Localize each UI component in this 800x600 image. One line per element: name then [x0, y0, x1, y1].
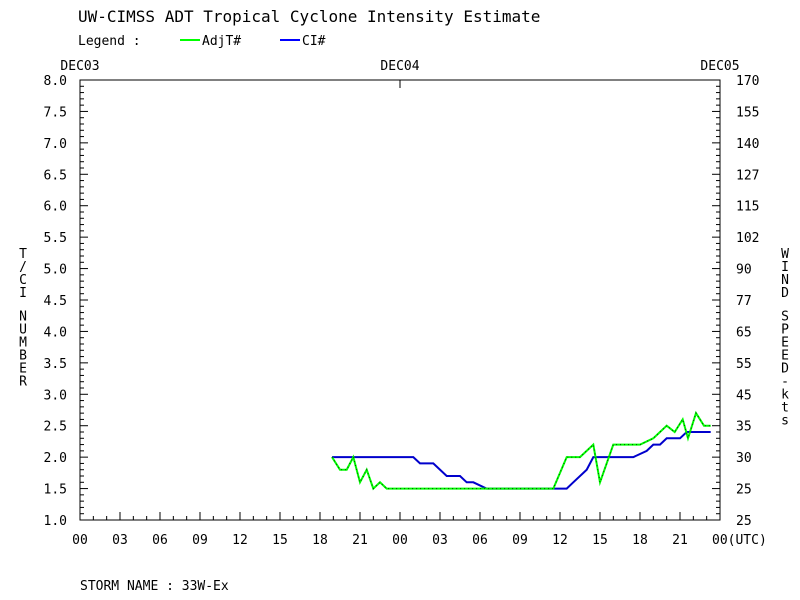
x-tick-15: 21 [672, 533, 688, 548]
y-left-tick-2: 2.0 [44, 451, 67, 466]
y-left-tick-14: 8.0 [44, 74, 67, 89]
legend-entry-0: AdjT# [202, 34, 241, 49]
x-tick-13: 15 [592, 533, 608, 548]
y-axis-right-label-char: t [781, 400, 789, 415]
y-left-tick-13: 7.5 [44, 105, 67, 120]
legend: AdjT# CI# [180, 34, 326, 49]
y-axis-right-label-char: E [781, 348, 789, 363]
y-left-tick-12: 7.0 [44, 137, 67, 152]
x-tick-12: 12 [552, 533, 568, 548]
y-right-tick-12: 140 [736, 137, 759, 152]
x-tick-14: 18 [632, 533, 648, 548]
y-right-tick-14: 170 [736, 74, 759, 89]
y-axis-left-ticks: 1.0 1.5 2.0 2.5 3.0 3.5 4.0 4.5 5.0 5.5 6.0 6.5 7.0 7… [44, 74, 88, 529]
chart-title: UW-CIMSS ADT Tropical Cyclone Intensity … [78, 7, 540, 26]
date-label-0: DEC03 [60, 59, 99, 74]
y-left-tick-7: 4.5 [44, 294, 67, 309]
y-axis-right-label-char: I [781, 260, 789, 275]
y-right-tick-9: 102 [736, 231, 759, 246]
x-axis-ticks: 00 03 06 09 12 15 18 21 00 03 06 09 12 15 18 21 00(UTC) [72, 512, 767, 548]
y-axis-right-ticks: 25 25 30 35 45 55 65 77 90 102 115 127 140 155 170 [712, 74, 759, 529]
storm-name-footer: STORM NAME : 33W-Ex [80, 579, 229, 594]
y-right-tick-4: 45 [736, 388, 752, 403]
y-left-tick-10: 6.0 [44, 200, 67, 215]
x-tick-1: 03 [112, 533, 128, 548]
x-tick-5: 15 [272, 533, 288, 548]
y-axis-right-label-char: - [781, 374, 789, 389]
y-axis-right-label-char: k [781, 387, 789, 402]
x-tick-16: 00(UTC) [712, 533, 767, 548]
y-right-tick-0: 25 [736, 514, 752, 529]
y-axis-left-label-char: C [19, 273, 27, 288]
y-left-tick-6: 4.0 [44, 325, 67, 340]
series-line-adjt [331, 410, 711, 491]
y-right-tick-1: 25 [736, 483, 752, 498]
series-layer [331, 410, 711, 491]
series-line-ci [332, 431, 711, 490]
y-axis-left-label-char: E [19, 361, 27, 376]
y-axis-left-label-char: I [19, 286, 27, 301]
x-tick-8: 00 [392, 533, 408, 548]
x-tick-2: 06 [152, 533, 168, 548]
y-left-tick-0: 1.0 [44, 514, 67, 529]
y-left-tick-3: 2.5 [44, 420, 67, 435]
y-left-tick-1: 1.5 [44, 483, 67, 498]
y-axis-left-label-char: R [19, 374, 27, 389]
y-axis-right-label-char: N [781, 273, 789, 288]
y-axis-left-label-char: / [19, 260, 27, 275]
y-left-tick-11: 6.5 [44, 168, 67, 183]
date-label-2: DEC05 [700, 59, 739, 74]
x-tick-7: 21 [352, 533, 368, 548]
y-right-tick-7: 77 [736, 294, 752, 309]
y-right-tick-13: 155 [736, 105, 759, 120]
y-left-tick-8: 5.0 [44, 263, 67, 278]
plot-frame [79, 79, 721, 521]
y-axis-left-label-char: N [19, 309, 27, 324]
y-axis-right-label-char: S [781, 309, 789, 324]
y-left-tick-5: 3.5 [44, 357, 67, 372]
y-axis-right-label-char: P [781, 322, 789, 337]
x-tick-0: 00 [72, 533, 88, 548]
x-tick-9: 03 [432, 533, 448, 548]
y-right-tick-11: 127 [736, 168, 759, 183]
y-axis-right-label-char: E [781, 335, 789, 350]
date-labels: DEC03 DEC04 DEC05 [60, 59, 739, 74]
y-axis-left-label-char: T [19, 247, 27, 262]
x-tick-11: 09 [512, 533, 528, 548]
date-label-1: DEC04 [380, 59, 419, 74]
x-tick-10: 06 [472, 533, 488, 548]
y-axis-right-label-char: W [781, 247, 789, 262]
y-right-tick-2: 30 [736, 451, 752, 466]
y-right-tick-6: 65 [736, 325, 752, 340]
minor-ticks [80, 85, 720, 520]
y-axis-right-label-char: D [781, 361, 789, 376]
y-axis-right-label-char: D [781, 286, 789, 301]
x-tick-6: 18 [312, 533, 328, 548]
x-tick-4: 12 [232, 533, 248, 548]
x-tick-3: 09 [192, 533, 208, 548]
y-left-tick-4: 3.0 [44, 388, 67, 403]
y-axis-left-label-char: M [19, 335, 27, 350]
y-right-tick-5: 55 [736, 357, 752, 372]
y-axis-left-label-char: U [19, 322, 27, 337]
y-axis-right-label-char: s [781, 413, 789, 428]
legend-label: Legend : [78, 34, 141, 49]
y-right-tick-3: 35 [736, 420, 752, 435]
y-axis-left-label-char: B [19, 348, 27, 363]
legend-entry-1: CI# [302, 34, 326, 49]
y-right-tick-10: 115 [736, 200, 759, 215]
y-right-tick-8: 90 [736, 263, 752, 278]
y-left-tick-9: 5.5 [44, 231, 67, 246]
series-line-adjt-dots [331, 411, 711, 490]
